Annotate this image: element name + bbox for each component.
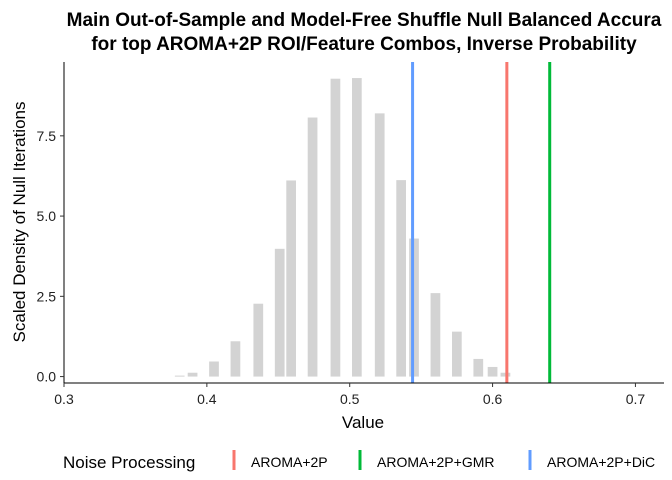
histogram-bar: [286, 180, 296, 377]
histogram-bar: [174, 375, 185, 377]
legend-label: AROMA+2P+GMR: [377, 454, 494, 470]
x-tick-label: 0.3: [54, 391, 74, 407]
histogram-bar: [487, 366, 498, 377]
histogram-bar: [209, 361, 219, 377]
x-tick-label: 0.7: [626, 391, 646, 407]
y-ticks: 0.0 2.5 5.0 7.5: [37, 128, 64, 385]
x-tick-label: 0.6: [483, 391, 503, 407]
legend-label: AROMA+2P+DiC: [547, 454, 655, 470]
histogram-bar: [253, 303, 264, 377]
y-tick-label: 0.0: [37, 369, 57, 385]
y-axis-label: Scaled Density of Null Iterations: [10, 102, 29, 343]
histogram-bar: [396, 180, 406, 377]
axes: [63, 62, 664, 384]
x-ticks: 0.3 0.4 0.5 0.6 0.7: [54, 383, 645, 407]
histogram-bar: [473, 358, 484, 377]
histogram-bar: [230, 341, 241, 377]
plot-area: [174, 62, 552, 383]
chart-title: Main Out-of-Sample and Model-Free Shuffl…: [67, 10, 662, 55]
histogram-bar: [274, 248, 285, 377]
legend-items: AROMA+2P AROMA+2P+GMR AROMA+2P+DiC: [232, 450, 655, 470]
chart-title-line-2: for top AROMA+2P ROI/Feature Combos, Inv…: [91, 34, 637, 55]
histogram-bar: [307, 117, 318, 377]
legend-title: Noise Processing: [63, 453, 195, 472]
histogram-bar: [352, 78, 362, 377]
histogram-bar: [187, 372, 198, 377]
histogram-bar: [330, 78, 341, 377]
legend-label: AROMA+2P: [251, 454, 328, 470]
legend: Noise Processing AROMA+2P AROMA+2P+GMR ARO…: [63, 450, 655, 472]
histogram-bar: [452, 331, 462, 377]
y-tick-label: 2.5: [37, 288, 57, 304]
y-tick-label: 5.0: [37, 208, 57, 224]
x-tick-label: 0.4: [197, 391, 217, 407]
histogram-bar: [430, 293, 441, 377]
y-tick-label: 7.5: [37, 128, 57, 144]
histogram-bar: [374, 113, 385, 377]
chart-title-line-1: Main Out-of-Sample and Model-Free Shuffl…: [67, 10, 662, 31]
x-axis-label: Value: [342, 413, 384, 432]
x-tick-label: 0.5: [340, 391, 360, 407]
